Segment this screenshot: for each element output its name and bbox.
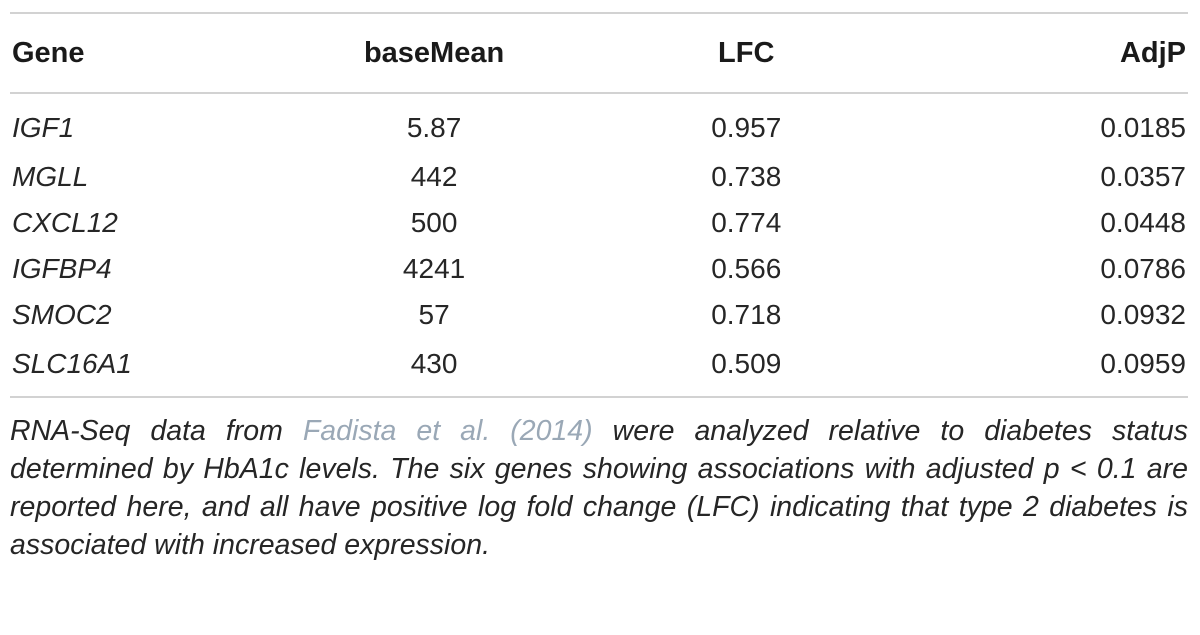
header-basemean: baseMean (304, 14, 564, 94)
cell-gene: CXCL12 (12, 207, 118, 238)
cell-adjp: 0.0448 (1100, 207, 1186, 238)
table-row: MGLL 442 0.738 0.0357 (10, 154, 1188, 200)
table-caption: RNA-Seq data from Fadista et al. (2014) … (10, 412, 1188, 564)
cell-adjp: 0.0786 (1100, 253, 1186, 284)
caption-text-start: RNA-Seq data from (10, 415, 303, 447)
table-row: IGF1 5.87 0.957 0.0185 (10, 93, 1188, 154)
cell-gene: SMOC2 (12, 299, 112, 330)
header-row: Gene baseMean LFC AdjP (10, 14, 1188, 94)
cell-basemean: 4241 (402, 253, 466, 284)
cell-adjp: 0.0932 (1100, 299, 1186, 330)
cell-adjp: 0.0959 (1100, 348, 1186, 379)
table-header: Gene baseMean LFC AdjP (10, 14, 1188, 94)
cell-gene: IGF1 (12, 112, 75, 143)
cell-lfc: 0.957 (711, 112, 782, 143)
table-row: IGFBP4 4241 0.566 0.0786 (10, 246, 1188, 292)
header-adjp: AdjP (928, 14, 1188, 94)
table-top-rule (10, 12, 1188, 14)
cell-lfc: 0.566 (711, 253, 782, 284)
cell-basemean: 442 (410, 161, 458, 192)
cell-lfc: 0.509 (711, 348, 782, 379)
caption-text-end: were analyzed relative to diabetes statu… (10, 415, 1188, 561)
header-gene: Gene (10, 14, 305, 94)
cell-basemean: 500 (410, 207, 458, 238)
cell-lfc: 0.774 (711, 207, 782, 238)
cell-basemean: 5.87 (406, 112, 462, 143)
table-figure: Gene baseMean LFC AdjP IGF1 5.87 0.957 0… (10, 12, 1188, 593)
table-row: SMOC2 57 0.718 0.0932 (10, 292, 1188, 338)
cell-basemean: 57 (418, 299, 450, 330)
table-row: SLC16A1 430 0.509 0.0959 (10, 338, 1188, 397)
table-body: IGF1 5.87 0.957 0.0185 MGLL 442 0.738 0.… (10, 93, 1188, 397)
cell-gene: SLC16A1 (12, 348, 132, 379)
cell-adjp: 0.0185 (1100, 112, 1186, 143)
cell-lfc: 0.738 (711, 161, 782, 192)
gene-table: Gene baseMean LFC AdjP IGF1 5.87 0.957 0… (10, 14, 1188, 398)
table-row: CXCL12 500 0.774 0.0448 (10, 200, 1188, 246)
cell-lfc: 0.718 (711, 299, 782, 330)
header-lfc: LFC (563, 14, 929, 94)
cell-basemean: 430 (410, 348, 458, 379)
reference-link[interactable]: Fadista et al. (2014) (302, 415, 593, 447)
cell-adjp: 0.0357 (1100, 161, 1186, 192)
cell-gene: MGLL (12, 161, 89, 192)
cell-gene: IGFBP4 (12, 253, 112, 284)
